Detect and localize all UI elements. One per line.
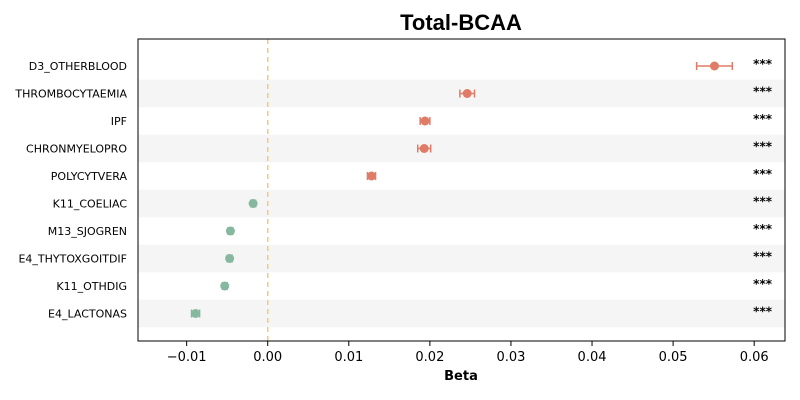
category-label: CHRONMYELOPRO [26,143,127,156]
data-point [367,171,377,181]
data-point [225,226,235,236]
data-point [220,281,230,291]
category-label: M13_SJOGREN [48,225,127,238]
x-tick-label: 0.05 [659,350,688,365]
data-points [191,61,719,318]
category-label: D3_OTHERBLOOD [29,60,127,73]
plot-frame [137,38,786,342]
significance-label: *** [753,305,773,319]
data-point [709,61,719,71]
x-tick-label: 0.03 [496,350,525,365]
significance-label: *** [753,112,773,126]
significance-label: *** [753,250,773,264]
category-label: E4_THYTOXGOITDIF [18,253,127,266]
significance-label: *** [753,140,773,154]
data-point [191,309,201,318]
data-point [462,89,472,98]
category-label: THROMBOCYTAEMIA [14,88,127,101]
row-bands [138,79,785,328]
significance-label: *** [753,195,773,209]
data-point [420,116,430,126]
category-label: E4_LACTONAS [48,308,127,321]
x-tick-label: 0.01 [334,350,363,365]
category-label: K11_COELIAC [53,198,128,211]
row-band [138,244,785,273]
row-band [138,134,785,163]
significance-label: *** [753,167,773,181]
category-label: K11_OTHDIG [56,280,127,293]
significance-label: *** [753,222,773,236]
significance-label: *** [753,57,773,71]
significance-labels: *** *** *** *** *** *** *** *** *** *** [753,57,773,319]
x-tick-label: −0.01 [167,350,207,365]
category-labels: D3_OTHERBLOOD THROMBOCYTAEMIA IPF CHRONMYEL… [14,60,127,321]
data-point [248,199,258,208]
category-label: POLYCYTVERA [51,170,128,183]
category-label: IPF [111,115,127,128]
data-point [419,144,429,153]
x-tick-label: 0.06 [740,350,769,365]
x-tick-label: 0.02 [415,350,444,365]
row-band [138,189,785,218]
x-axis-label: Beta [444,369,478,384]
data-point [225,254,235,263]
x-tick-label: 0.00 [253,350,282,365]
row-band [138,299,785,328]
significance-label: *** [753,85,773,99]
significance-label: *** [753,277,773,291]
chart-title: Total-BCAA [400,10,522,35]
x-axis-ticks: −0.01 0.00 0.01 0.02 0.03 0.04 0.05 0.06 [167,341,769,365]
x-tick-label: 0.04 [578,350,607,365]
